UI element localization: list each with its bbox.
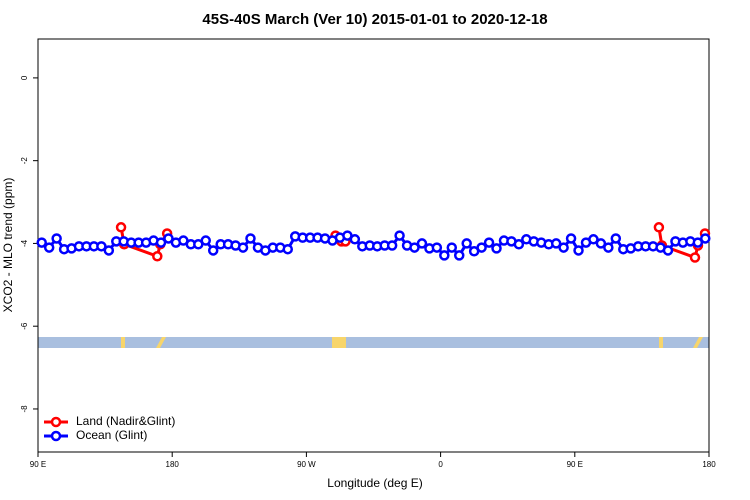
point	[282, 243, 294, 255]
point	[610, 233, 622, 244]
point	[152, 251, 163, 262]
legend-marker	[50, 430, 62, 442]
point	[588, 234, 599, 245]
point	[653, 222, 665, 233]
x-axis-label: Longitude (deg E)	[327, 476, 422, 490]
point	[237, 242, 249, 253]
point	[96, 241, 107, 252]
y-tick-label: -6	[20, 322, 29, 330]
point	[394, 230, 405, 241]
point	[386, 240, 398, 251]
y-axis-label: XCO2 - MLO trend (ppm)	[1, 178, 15, 313]
point	[565, 233, 577, 244]
point	[491, 243, 502, 254]
point	[51, 233, 62, 244]
point	[200, 235, 211, 246]
x-tick-label: 90 E	[30, 460, 46, 469]
x-tick-label: 180	[166, 460, 180, 469]
point	[431, 242, 443, 253]
point	[476, 242, 487, 253]
y-tick-label: -2	[20, 157, 29, 165]
point	[416, 238, 428, 249]
x-tick-label: 90 W	[297, 460, 316, 469]
point	[662, 245, 674, 256]
point	[513, 239, 525, 250]
point	[207, 245, 219, 256]
point	[689, 252, 701, 263]
point	[446, 242, 458, 253]
point	[245, 233, 256, 244]
legend-label: Land (Nadir&Glint)	[76, 414, 175, 428]
map-strip	[38, 337, 709, 348]
point	[349, 234, 361, 245]
point	[692, 237, 704, 248]
legend-label: Ocean (Glint)	[76, 428, 147, 442]
point	[558, 242, 569, 253]
y-tick-label: 0	[20, 75, 29, 80]
legend-marker	[50, 416, 62, 428]
point	[550, 238, 562, 249]
point	[573, 245, 584, 256]
point	[700, 233, 711, 244]
point	[115, 222, 127, 233]
y-tick-label: -4	[20, 239, 29, 247]
point	[409, 242, 420, 253]
point	[155, 237, 167, 248]
y-tick-label: -8	[20, 405, 29, 413]
chart-title: 45S-40S March (Ver 10) 2015-01-01 to 202…	[202, 11, 547, 28]
x-tick-label: 0	[438, 460, 443, 469]
point	[595, 238, 607, 249]
x-tick-label: 90 E	[567, 460, 583, 469]
point	[603, 242, 614, 253]
point	[439, 250, 450, 261]
point	[483, 237, 495, 248]
x-tick-label: 180	[702, 460, 716, 469]
point	[103, 245, 115, 256]
point	[461, 238, 472, 249]
point	[36, 237, 47, 248]
point	[43, 242, 55, 253]
point	[453, 250, 465, 261]
point	[163, 233, 174, 244]
